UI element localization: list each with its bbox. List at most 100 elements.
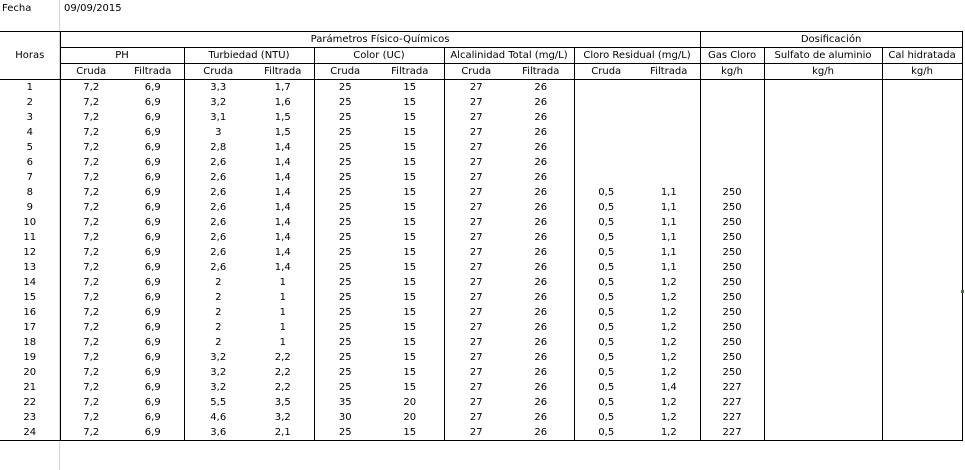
value-cell[interactable]: 1,1 xyxy=(660,217,677,228)
value-cell[interactable]: 1 xyxy=(279,277,286,288)
value-cell[interactable]: 3,2 xyxy=(183,350,252,365)
value-cell[interactable] xyxy=(881,380,963,395)
value-cell[interactable]: 15 xyxy=(403,277,417,288)
value-cell[interactable]: 15 xyxy=(403,367,417,378)
hour-cell[interactable]: 20 xyxy=(23,367,37,378)
value-cell[interactable]: 6,9 xyxy=(144,367,161,378)
value-cell[interactable]: 1,2 xyxy=(660,412,677,423)
value-cell[interactable] xyxy=(763,290,883,305)
value-cell[interactable] xyxy=(763,200,883,215)
value-cell[interactable] xyxy=(638,125,700,140)
value-cell[interactable]: 2,2 xyxy=(274,352,291,363)
value-cell[interactable]: 2,8 xyxy=(183,140,252,155)
value-cell[interactable] xyxy=(881,365,963,380)
value-cell[interactable] xyxy=(699,170,765,185)
value-cell[interactable]: 0,5 xyxy=(573,395,638,410)
value-cell[interactable]: 7,2 xyxy=(59,290,122,305)
value-cell[interactable]: 0,5 xyxy=(573,305,638,320)
value-cell[interactable]: 1,4 xyxy=(274,247,291,258)
value-cell[interactable]: 6,9 xyxy=(144,82,161,93)
value-cell[interactable] xyxy=(763,275,883,290)
value-cell[interactable] xyxy=(763,335,883,350)
hour-cell[interactable]: 9 xyxy=(26,202,33,213)
value-cell[interactable]: 27 xyxy=(443,170,508,185)
value-cell[interactable]: 15 xyxy=(403,217,417,228)
value-cell[interactable]: 15 xyxy=(403,142,417,153)
value-cell[interactable]: 26 xyxy=(534,307,548,318)
value-cell[interactable]: 26 xyxy=(534,142,548,153)
value-cell[interactable] xyxy=(763,260,883,275)
value-cell[interactable]: 26 xyxy=(534,217,548,228)
value-cell[interactable]: 250 xyxy=(699,305,765,320)
value-cell[interactable] xyxy=(881,155,963,170)
value-cell[interactable]: 27 xyxy=(443,350,508,365)
value-cell[interactable]: 1,2 xyxy=(660,322,677,333)
value-cell[interactable]: 1,2 xyxy=(660,367,677,378)
value-cell[interactable]: 27 xyxy=(443,425,508,441)
hour-cell[interactable]: 15 xyxy=(23,292,37,303)
value-cell[interactable] xyxy=(638,155,700,170)
value-cell[interactable]: 20 xyxy=(403,397,417,408)
value-cell[interactable] xyxy=(573,110,638,125)
hour-cell[interactable]: 5 xyxy=(26,142,33,153)
hour-cell[interactable]: 7 xyxy=(26,172,33,183)
value-cell[interactable]: 7,2 xyxy=(59,380,122,395)
value-cell[interactable]: 26 xyxy=(534,112,548,123)
value-cell[interactable] xyxy=(881,170,963,185)
value-cell[interactable]: 6,9 xyxy=(144,112,161,123)
value-cell[interactable]: 6,9 xyxy=(144,292,161,303)
value-cell[interactable]: 3,6 xyxy=(183,425,252,441)
value-cell[interactable] xyxy=(881,425,963,441)
value-cell[interactable]: 3,1 xyxy=(183,110,252,125)
value-cell[interactable]: 0,5 xyxy=(573,425,638,441)
value-cell[interactable]: 6,9 xyxy=(144,322,161,333)
value-cell[interactable]: 250 xyxy=(699,200,765,215)
value-cell[interactable]: 2 xyxy=(183,320,252,335)
value-cell[interactable]: 26 xyxy=(534,247,548,258)
value-cell[interactable]: 227 xyxy=(699,425,765,441)
value-cell[interactable]: 25 xyxy=(313,185,376,200)
hour-cell[interactable]: 22 xyxy=(23,397,37,408)
value-cell[interactable]: 2,6 xyxy=(183,185,252,200)
value-cell[interactable] xyxy=(881,290,963,305)
hour-cell[interactable]: 6 xyxy=(26,157,33,168)
value-cell[interactable] xyxy=(763,125,883,140)
hour-cell[interactable]: 17 xyxy=(23,322,37,333)
value-cell[interactable]: 15 xyxy=(403,382,417,393)
value-cell[interactable]: 3,5 xyxy=(274,397,291,408)
fecha-value[interactable]: 09/09/2015 xyxy=(64,3,122,14)
value-cell[interactable]: 25 xyxy=(313,140,376,155)
value-cell[interactable]: 27 xyxy=(443,155,508,170)
value-cell[interactable] xyxy=(763,155,883,170)
value-cell[interactable]: 7,2 xyxy=(59,155,122,170)
value-cell[interactable]: 1,2 xyxy=(660,337,677,348)
value-cell[interactable]: 1 xyxy=(279,322,286,333)
value-cell[interactable]: 2,6 xyxy=(183,215,252,230)
value-cell[interactable]: 250 xyxy=(699,365,765,380)
value-cell[interactable]: 2,6 xyxy=(183,155,252,170)
value-cell[interactable]: 4,6 xyxy=(183,410,252,425)
value-cell[interactable]: 15 xyxy=(403,202,417,213)
value-cell[interactable]: 7,2 xyxy=(59,260,122,275)
value-cell[interactable]: 6,9 xyxy=(144,172,161,183)
value-cell[interactable]: 27 xyxy=(443,275,508,290)
value-cell[interactable]: 2,6 xyxy=(183,230,252,245)
value-cell[interactable] xyxy=(763,215,883,230)
value-cell[interactable]: 3,2 xyxy=(183,95,252,110)
value-cell[interactable]: 25 xyxy=(313,275,376,290)
value-cell[interactable]: 26 xyxy=(534,322,548,333)
value-cell[interactable]: 2,2 xyxy=(274,367,291,378)
value-cell[interactable] xyxy=(638,80,700,96)
value-cell[interactable] xyxy=(573,79,638,95)
value-cell[interactable]: 15 xyxy=(403,172,417,183)
value-cell[interactable]: 0,5 xyxy=(573,215,638,230)
value-cell[interactable]: 1,1 xyxy=(660,262,677,273)
value-cell[interactable] xyxy=(699,125,765,140)
value-cell[interactable] xyxy=(638,140,700,155)
value-cell[interactable]: 6,9 xyxy=(144,352,161,363)
hour-cell[interactable]: 18 xyxy=(23,337,37,348)
value-cell[interactable]: 15 xyxy=(403,232,417,243)
value-cell[interactable]: 25 xyxy=(313,200,376,215)
value-cell[interactable]: 7,2 xyxy=(59,305,122,320)
value-cell[interactable]: 15 xyxy=(403,337,417,348)
